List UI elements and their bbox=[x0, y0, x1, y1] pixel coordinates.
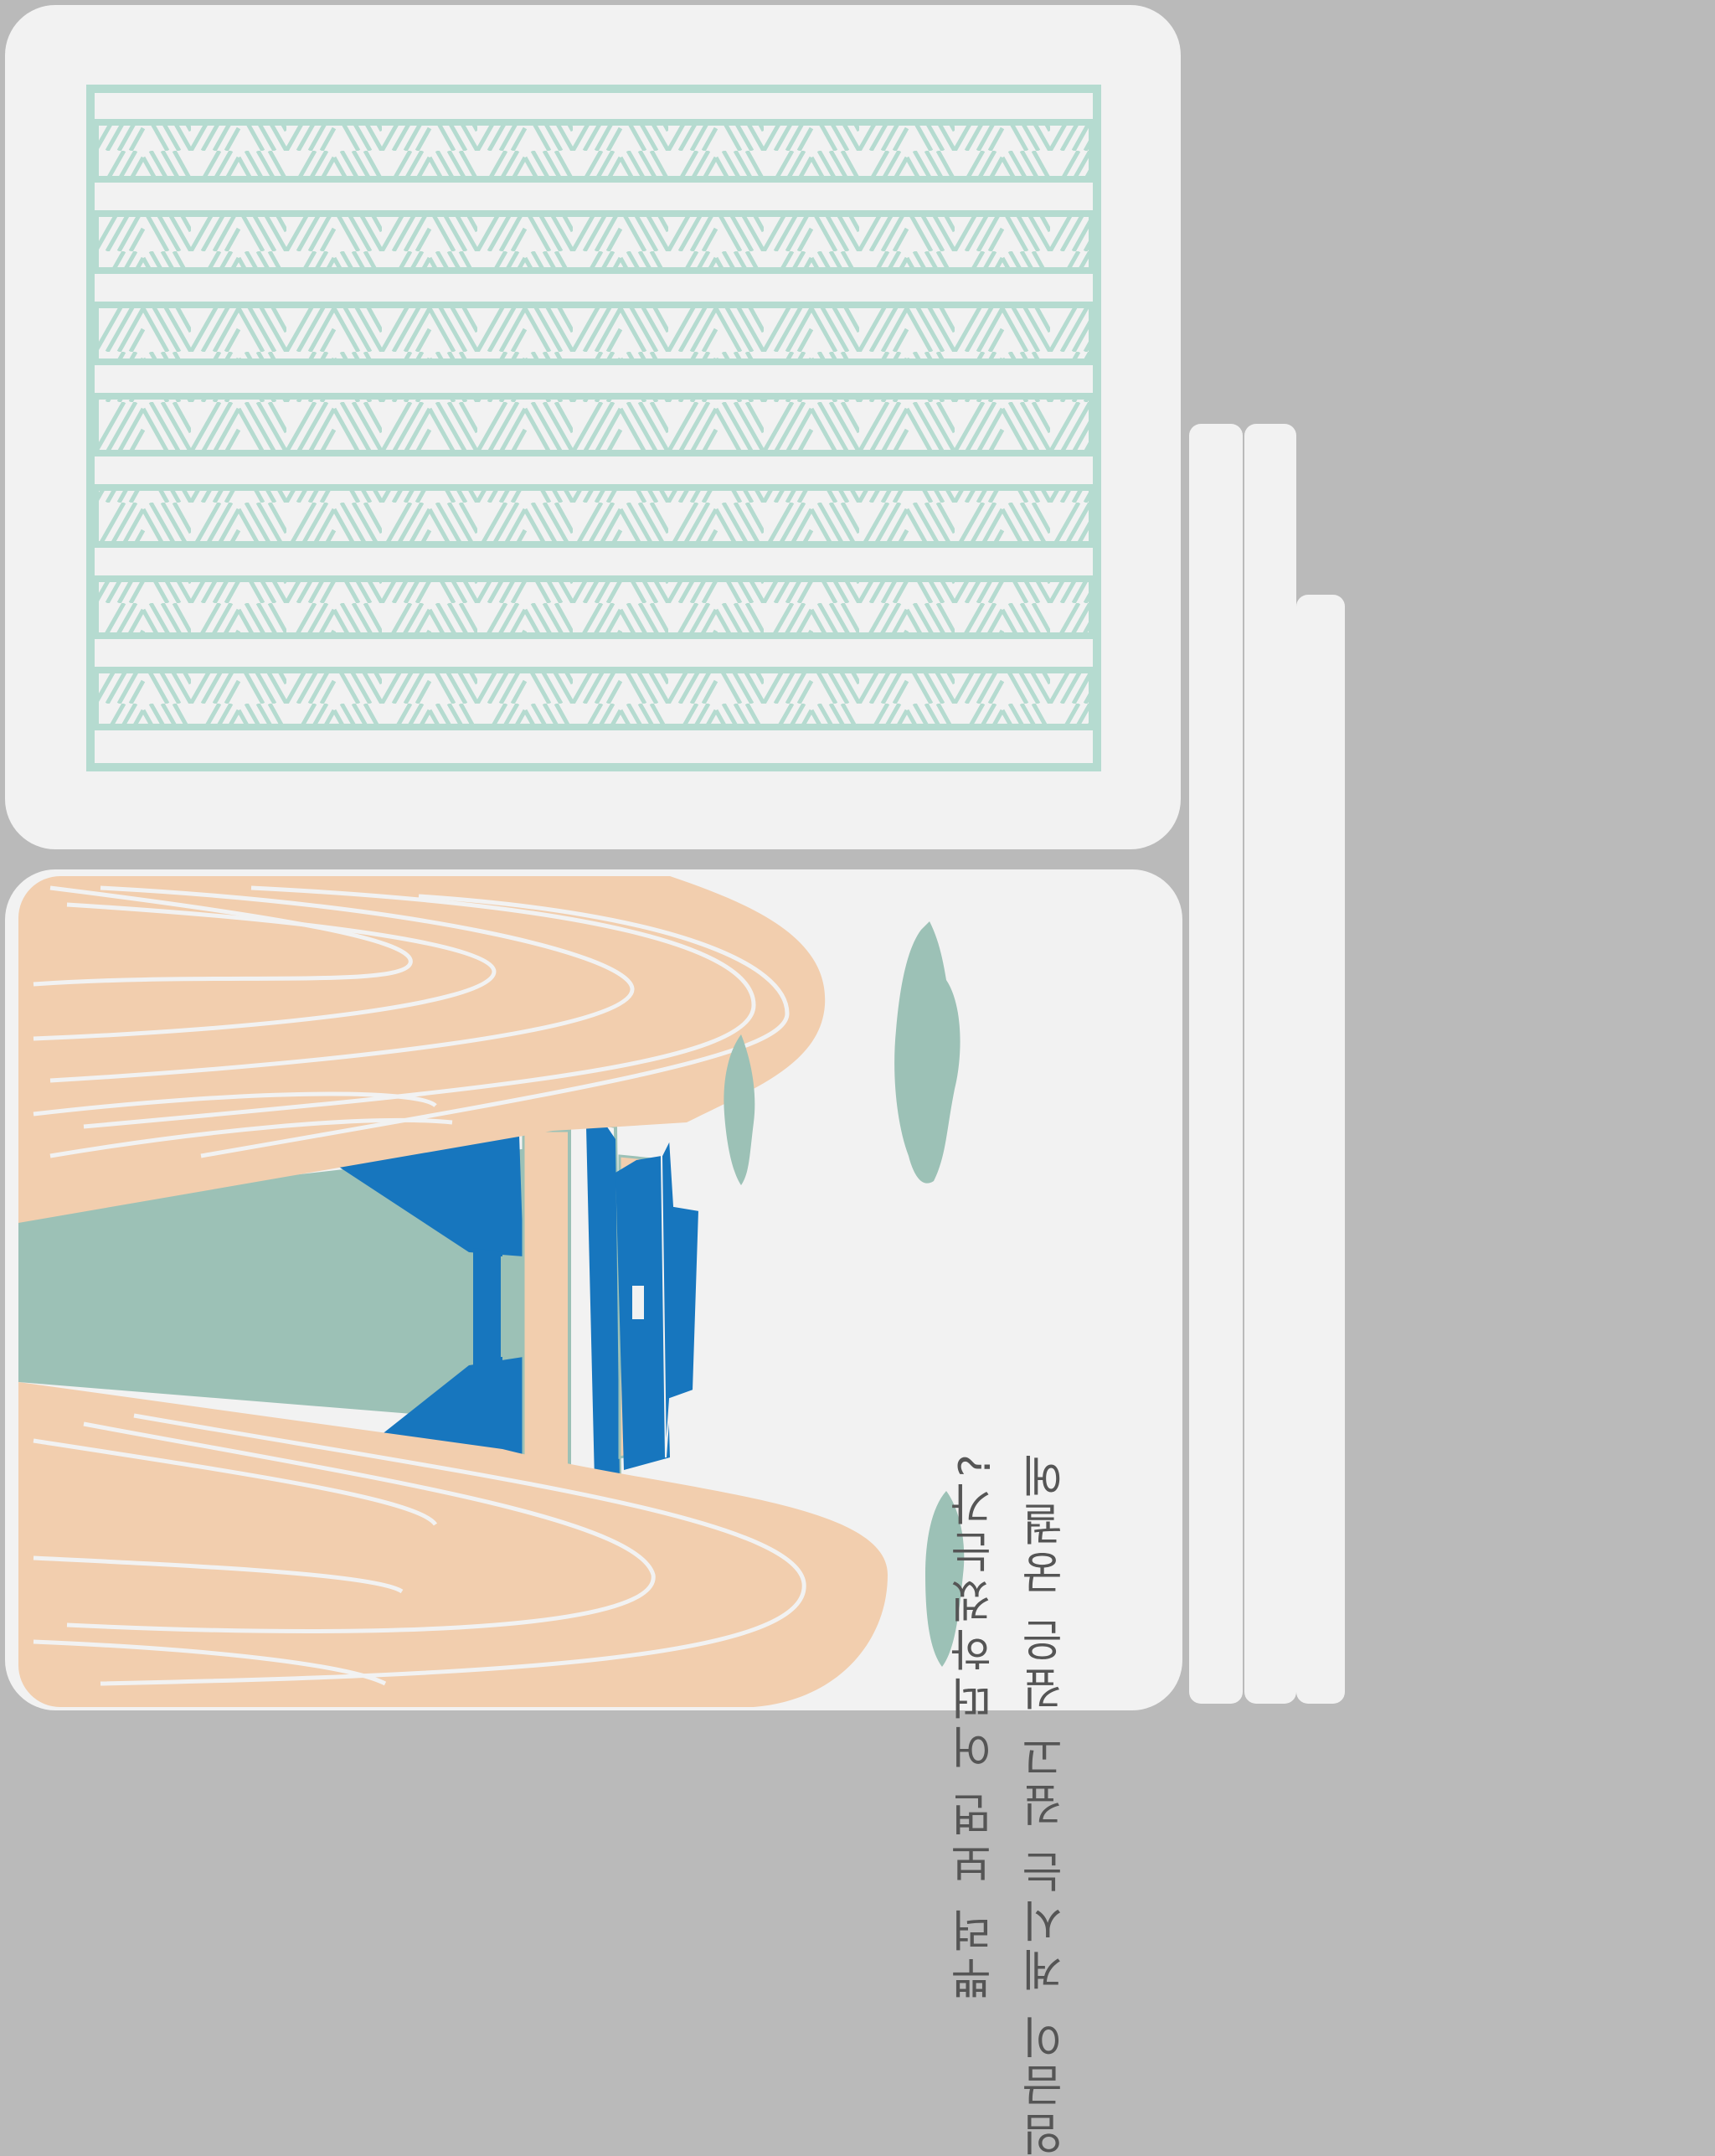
palace-wing-upper bbox=[335, 1135, 523, 1256]
lattice-band bbox=[92, 210, 1095, 274]
lattice-frame bbox=[86, 85, 1101, 771]
lattice-band bbox=[92, 302, 1095, 365]
lattice-bands bbox=[86, 85, 1101, 771]
palace-plaque bbox=[632, 1286, 644, 1319]
spine-strip-3 bbox=[1296, 595, 1345, 1704]
palace-top-roof bbox=[660, 1136, 701, 1458]
lattice-band bbox=[92, 119, 1095, 183]
rock-bottom bbox=[18, 1382, 888, 1707]
poem-line-2: 뿌려 보면 어떠하겠는가? bbox=[950, 1449, 1001, 2001]
palace-wall bbox=[522, 1129, 571, 1476]
spine-strip-2 bbox=[1244, 424, 1296, 1704]
spine-strip-1 bbox=[1189, 424, 1243, 1704]
palace-illustration bbox=[18, 876, 965, 1707]
rock-contours bbox=[33, 885, 806, 1686]
tree-small bbox=[724, 1034, 755, 1185]
lattice-band bbox=[92, 393, 1095, 456]
poem-line-1: 임금이 계시는 깊고 깊은 궁궐에 bbox=[1022, 1449, 1072, 2156]
lattice-band bbox=[92, 484, 1095, 548]
palace-gate-door bbox=[501, 1256, 524, 1357]
palace-gate bbox=[473, 1248, 502, 1365]
lattice-band bbox=[92, 575, 1095, 639]
palace-roof-blue-1 bbox=[586, 1121, 620, 1483]
lattice-pattern bbox=[86, 85, 1101, 771]
tree-bottom bbox=[925, 1491, 965, 1667]
tree-large bbox=[894, 921, 961, 1184]
lattice-band bbox=[92, 667, 1095, 730]
valley-shape bbox=[18, 1148, 536, 1424]
